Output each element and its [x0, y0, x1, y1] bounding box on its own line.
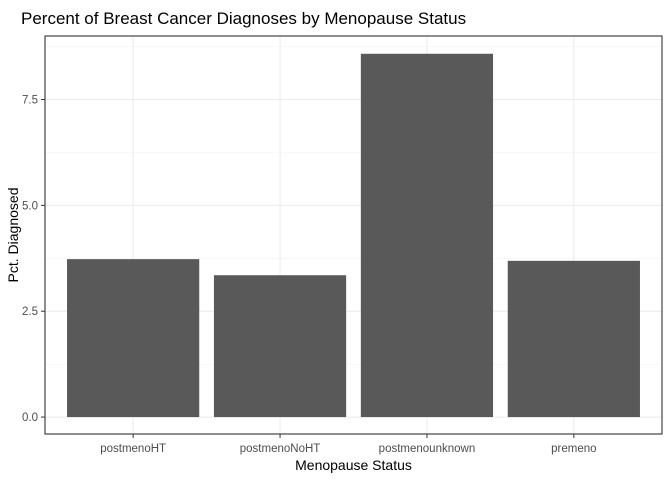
x-tick-label: premeno [551, 443, 596, 455]
x-axis: postmenoHT postmenoNoHT postmenounknown pre… [100, 434, 597, 455]
bar-premeno [507, 260, 640, 418]
bar-postmenounknown [360, 53, 494, 418]
bar-postmenoHT [67, 259, 200, 418]
y-axis: 0.0 2.5 5.0 7.5 [22, 95, 45, 424]
y-tick-label: 0.0 [22, 412, 38, 424]
x-tick-label: postmenoNoHT [240, 443, 321, 455]
plot-panel-border [44, 35, 663, 435]
x-tick-label: postmenounknown [379, 443, 476, 455]
y-tick-label: 7.5 [22, 95, 38, 107]
y-axis-title: Pct. Diagnosed [5, 188, 21, 283]
y-tick-label: 5.0 [22, 200, 38, 212]
bar-postmenoNoHT [213, 275, 347, 418]
bars [67, 53, 640, 418]
chart-title: Percent of Breast Cancer Diagnoses by Me… [21, 9, 466, 28]
x-tick-label: postmenoHT [100, 443, 166, 455]
y-tick-label: 2.5 [22, 306, 38, 318]
x-axis-title: Menopause Status [295, 457, 412, 473]
